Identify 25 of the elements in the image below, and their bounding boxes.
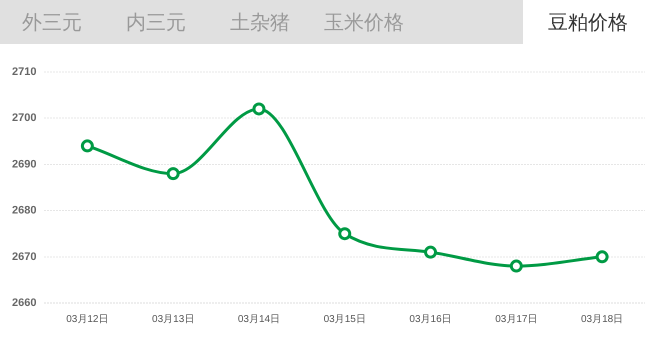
text: 土杂猪: [229, 9, 291, 36]
point: [596, 250, 609, 264]
x-tick-label: 03月14日: [238, 314, 280, 325]
point: [80, 139, 94, 152]
y-tick-label: 2700: [12, 112, 36, 124]
x-tick-label: 03月16日: [409, 314, 452, 325]
chart-title: 豆粕价格: [523, 0, 653, 44]
point: [338, 227, 352, 240]
x-tick-label: 03月13日: [152, 314, 194, 325]
text: 内三元: [125, 9, 187, 36]
text: 外三元: [21, 9, 83, 36]
y-tick-label: 2670: [12, 250, 36, 263]
y-tick-label: 2660: [12, 297, 36, 310]
point: [510, 260, 523, 273]
x-tick-label: 03月18日: [580, 314, 624, 325]
y-tick-label: 2690: [12, 158, 36, 170]
x-tick-label: 03月15日: [324, 314, 366, 325]
text: 玉米价格: [323, 9, 405, 36]
point: [424, 246, 438, 259]
y-tick-label: 2680: [12, 204, 36, 217]
x-tick-label: 03月12日: [66, 314, 108, 325]
x-tick-label: 03月17日: [495, 314, 538, 325]
y-tick-label: 2710: [12, 66, 36, 78]
point: [166, 167, 180, 180]
point: [252, 102, 266, 116]
